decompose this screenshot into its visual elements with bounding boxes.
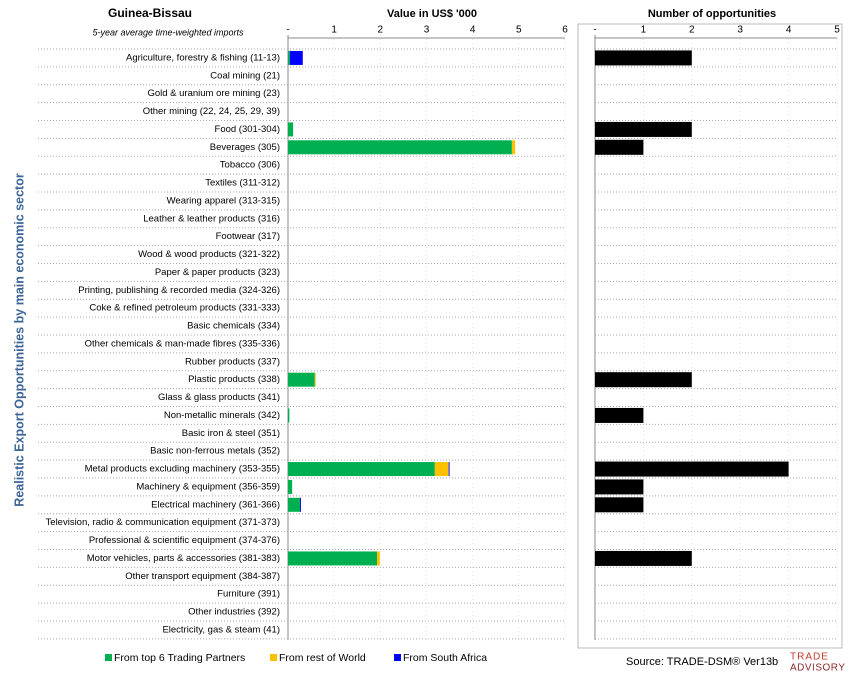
x-axis-title: Value in US$ '000: [387, 8, 477, 20]
y-axis-title: Realistic Export Opportunities by main e…: [12, 173, 26, 507]
y-tick-label: Beverages (305): [210, 142, 280, 153]
bar: [595, 461, 789, 477]
x-tick-label: 5: [516, 25, 522, 36]
y-tick-label: Electrical machinery (361-366): [151, 499, 280, 510]
bar-segment: [288, 462, 435, 477]
x-tick-label: 2: [689, 25, 695, 36]
legend-swatch: [270, 654, 277, 661]
y-tick-label: Leather & leather products (316): [143, 213, 280, 224]
y-tick-label: Other transport equipment (384-387): [125, 571, 280, 582]
source: Source: TRADE-DSM® Ver13b: [626, 656, 778, 668]
bar-segment: [288, 50, 290, 65]
bar: [595, 50, 692, 66]
bar-segment: [300, 497, 301, 512]
x-tick-label: 5: [834, 25, 840, 36]
y-tick-label: Rubber products (337): [185, 356, 280, 367]
y-tick-label: Coal mining (21): [210, 70, 280, 81]
y-tick-label: Wood & wood products (321-322): [138, 249, 280, 260]
y-tick-label: Basic chemicals (334): [187, 321, 280, 332]
bar: [595, 139, 644, 155]
legend-label: From rest of World: [279, 652, 366, 664]
subtitle: 5-year average time-weighted imports: [92, 27, 244, 37]
country-title: Guinea-Bissau: [108, 6, 192, 20]
y-tick-label: Metal products excluding machinery (353-…: [85, 464, 280, 475]
y-tick-label: Footwear (317): [216, 231, 280, 242]
legend-swatch: [394, 654, 401, 661]
bar-segment: [434, 462, 449, 477]
x-tick-label: -: [593, 25, 596, 36]
x-tick-label: 6: [562, 25, 568, 36]
y-tick-label: Other industries (392): [188, 607, 280, 618]
x-tick-label: 4: [470, 25, 476, 36]
bar-segment: [288, 479, 293, 494]
y-tick-label: Agriculture, forestry & fishing (11-13): [126, 52, 280, 63]
bar-segment: [289, 50, 303, 65]
bar-segment: [377, 551, 380, 566]
logo: ADVISORY: [790, 663, 846, 674]
y-tick-label: Textiles (311-312): [205, 178, 280, 189]
x-tick-label: 3: [424, 25, 430, 36]
x-axis-title: Number of opportunities: [648, 8, 776, 20]
y-tick-label: Furniture (391): [217, 589, 280, 600]
y-tick-label: Machinery & equipment (356-359): [136, 481, 280, 492]
y-tick-label: Basic non-ferrous metals (352): [150, 446, 280, 457]
y-tick-label: Television, radio & communication equipm…: [46, 517, 280, 528]
legend-label: From top 6 Trading Partners: [114, 652, 245, 664]
panel-border: [577, 23, 843, 649]
bar-segment: [448, 462, 450, 477]
x-tick-label: 2: [378, 25, 384, 36]
bar-segment: [288, 408, 290, 423]
bar-segment: [288, 122, 294, 137]
logo: TRADE: [790, 652, 829, 663]
y-tick-label: Plastic products (338): [188, 374, 280, 385]
y-tick-label: Motor vehicles, parts & accessories (381…: [87, 553, 280, 564]
y-tick-label: Other chemicals & man-made fibres (335-3…: [85, 338, 280, 349]
y-tick-label: Basic iron & steel (351): [182, 428, 280, 439]
x-tick-label: 1: [641, 25, 647, 36]
bar: [595, 121, 692, 137]
y-tick-label: Gold & uranium ore mining (23): [147, 88, 280, 99]
bar: [595, 550, 692, 566]
y-tick-label: Printing, publishing & recorded media (3…: [78, 285, 280, 296]
legend-swatch: [105, 654, 112, 661]
x-tick-label: 1: [331, 25, 337, 36]
bar-segment: [511, 140, 516, 155]
bar-segment: [288, 497, 301, 512]
bar: [595, 372, 692, 388]
y-tick-label: Professional & scientific equipment (374…: [89, 535, 280, 546]
y-tick-label: Paper & paper products (323): [155, 267, 280, 278]
bar: [595, 479, 644, 495]
x-tick-label: -: [286, 25, 289, 36]
bar: [595, 497, 644, 513]
bar-segment: [288, 140, 512, 155]
bar-segment: [314, 372, 316, 387]
bar-segment: [288, 372, 315, 387]
bar-segment: [288, 551, 378, 566]
y-tick-label: Electricity, gas & steam (41): [162, 624, 280, 635]
y-tick-label: Other mining (22, 24, 25, 29, 39): [143, 106, 280, 117]
x-tick-label: 3: [737, 25, 743, 36]
x-tick-label: 4: [786, 25, 792, 36]
bar: [595, 407, 644, 423]
legend-label: From South Africa: [403, 652, 487, 664]
y-tick-label: Non-metallic minerals (342): [164, 410, 280, 421]
y-tick-label: Tobacco (306): [220, 160, 280, 171]
y-tick-label: Glass & glass products (341): [158, 392, 280, 403]
y-tick-label: Wearing apparel (313-315): [167, 195, 280, 206]
y-tick-label: Food (301-304): [215, 124, 280, 135]
y-tick-label: Coke & refined petroleum products (331-3…: [89, 303, 280, 314]
